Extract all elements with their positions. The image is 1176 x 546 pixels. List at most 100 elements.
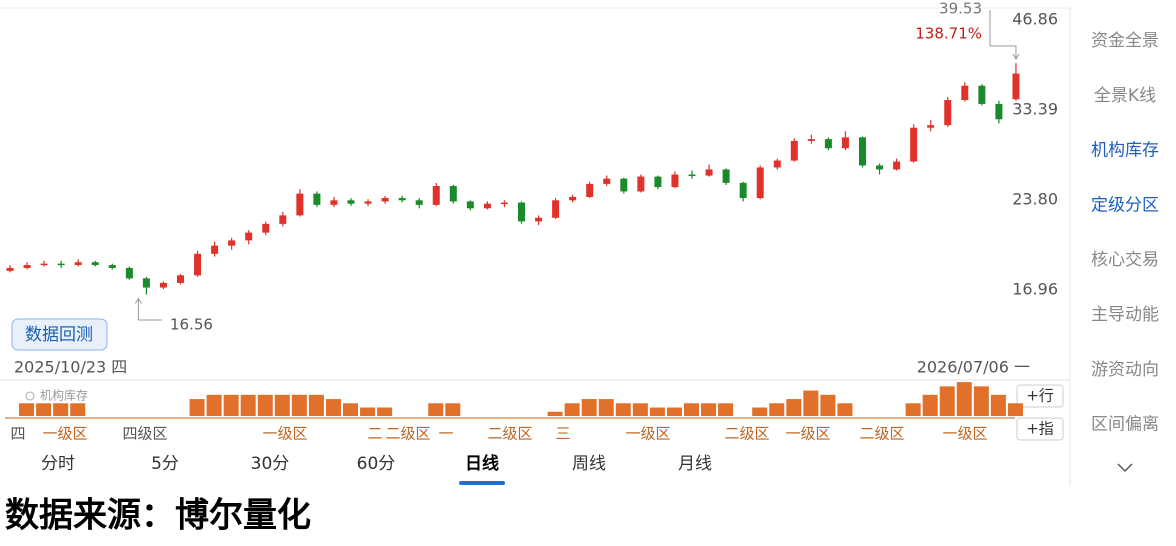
- candle-body: [535, 217, 543, 222]
- inventory-bar: [615, 403, 631, 416]
- tab[interactable]: 5分: [151, 454, 179, 474]
- zone-label: 一级区: [942, 425, 987, 443]
- y-tick-label: 46.86: [1012, 9, 1058, 28]
- high-label: 39.53: [939, 0, 982, 18]
- inventory-bar: [325, 399, 341, 416]
- inventory-bar: [837, 403, 853, 416]
- candle-body: [824, 139, 832, 149]
- candle-body: [637, 176, 645, 192]
- candle-body: [245, 232, 253, 241]
- candle-body: [841, 137, 849, 149]
- candle-body: [279, 215, 287, 224]
- candle-body: [364, 201, 372, 204]
- tab[interactable]: 60分: [357, 454, 396, 474]
- zone-label: 一: [438, 425, 453, 443]
- candle-body: [859, 137, 866, 166]
- candle-body: [518, 202, 525, 222]
- candle-body: [415, 200, 423, 205]
- tab[interactable]: 月线: [678, 454, 712, 474]
- inventory-bar: [632, 403, 648, 416]
- sidebar-item[interactable]: 核心交易: [1091, 250, 1159, 270]
- candle-body: [6, 267, 14, 271]
- start-date: 2025/10/23 四: [14, 358, 127, 377]
- index-button-label[interactable]: +指: [1026, 420, 1054, 438]
- gear-icon: [25, 391, 35, 401]
- zone-label: 一级区: [42, 425, 87, 443]
- candle-body: [466, 201, 474, 209]
- inventory-bar: [684, 403, 699, 416]
- end-date: 2026/07/06 一: [917, 358, 1030, 377]
- inventory-bar: [377, 407, 393, 416]
- inventory-bar: [564, 403, 580, 416]
- index-button[interactable]: [1016, 417, 1064, 441]
- inventory-bar: [701, 403, 717, 416]
- backtest-label[interactable]: 数据回测: [25, 325, 93, 345]
- candle-body: [807, 139, 815, 141]
- inventory-bar: [581, 399, 597, 416]
- candle-body: [449, 186, 457, 202]
- candle-body: [654, 176, 662, 188]
- candle-body: [978, 85, 986, 104]
- tab[interactable]: 30分: [251, 454, 290, 474]
- backtest-button[interactable]: [11, 318, 108, 351]
- inventory-bar: [360, 407, 376, 416]
- high-arrow: [1012, 53, 1020, 61]
- inventory-bar: [752, 407, 768, 416]
- chevron[interactable]: [1117, 463, 1133, 473]
- inventory-bar: [956, 382, 972, 416]
- candle-body: [177, 275, 184, 283]
- inventory-bar: [769, 403, 785, 416]
- sidebar-item[interactable]: 区间偏离: [1091, 415, 1159, 435]
- sidebar-item[interactable]: 游资动向: [1091, 360, 1159, 380]
- candle-body: [961, 85, 969, 101]
- candle-body: [995, 103, 1003, 120]
- sidebar-item[interactable]: 全景K线: [1094, 86, 1156, 106]
- candle-body: [603, 178, 611, 184]
- inventory-bar: [257, 394, 273, 416]
- candle-body: [125, 267, 133, 279]
- candle-body: [688, 174, 696, 177]
- candle-body: [552, 200, 560, 218]
- zone-label: 二级区: [859, 425, 904, 443]
- inventory-title: 机构库存: [40, 388, 88, 403]
- tab[interactable]: 日线: [465, 453, 499, 474]
- tab[interactable]: 周线: [572, 454, 606, 474]
- inventory-bar: [990, 394, 1006, 416]
- inventory-bar: [53, 403, 69, 416]
- inventory-bar: [803, 390, 819, 416]
- candle-body: [91, 262, 99, 266]
- candle-body: [194, 253, 202, 276]
- candle-body: [57, 263, 65, 266]
- low-label: 16.56: [170, 316, 213, 334]
- high-change: 138.71%: [915, 25, 982, 43]
- candle-body: [330, 200, 338, 205]
- inventory-bar: [291, 394, 307, 416]
- sidebar-item[interactable]: 主导动能: [1091, 305, 1159, 325]
- inventory-bar: [666, 407, 682, 416]
- inventory-bar: [223, 394, 239, 416]
- y-tick-label: 33.39: [1012, 99, 1058, 118]
- zone-label: 一级区: [625, 425, 670, 443]
- candle-body: [739, 182, 747, 199]
- sidebar-item[interactable]: 资金全景: [1091, 31, 1159, 51]
- tab[interactable]: 分时: [41, 454, 75, 474]
- inventory-bar: [189, 399, 205, 416]
- inventory-bar: [19, 403, 35, 416]
- inventory-bar: [649, 407, 665, 416]
- row-button[interactable]: [1016, 384, 1064, 408]
- sidebar-item[interactable]: 机构库存: [1091, 141, 1159, 161]
- zone-label: 四级区: [122, 425, 167, 443]
- sidebar-item[interactable]: 定级分区: [1091, 195, 1159, 215]
- zone-label: 三: [555, 425, 570, 443]
- high-pointer: [989, 10, 1017, 60]
- row-button-label[interactable]: +行: [1026, 387, 1054, 405]
- inventory-bar: [343, 403, 358, 416]
- inventory-bar: [36, 403, 52, 416]
- tab-underline: [459, 481, 505, 485]
- footer: 数据来源：博尔量化: [5, 496, 311, 536]
- candle-body: [23, 265, 31, 268]
- candle-body: [228, 240, 236, 246]
- candle-body: [705, 169, 713, 176]
- candle-body: [620, 178, 628, 192]
- inventory-bar: [428, 403, 444, 416]
